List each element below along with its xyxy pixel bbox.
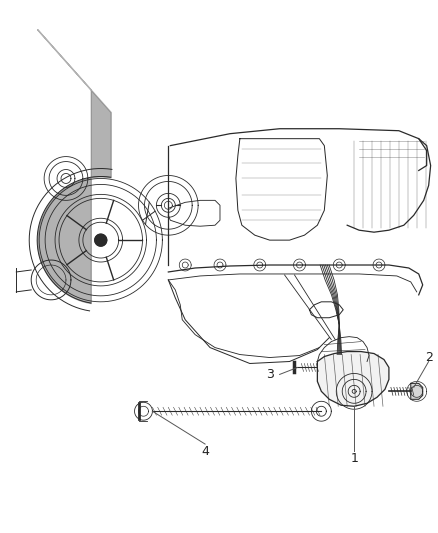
Text: 4: 4 (201, 445, 209, 457)
Polygon shape (411, 383, 423, 399)
Text: 1: 1 (350, 453, 358, 465)
Polygon shape (95, 234, 107, 246)
Text: 2: 2 (425, 351, 433, 364)
Text: 3: 3 (266, 368, 274, 381)
Polygon shape (318, 352, 389, 406)
